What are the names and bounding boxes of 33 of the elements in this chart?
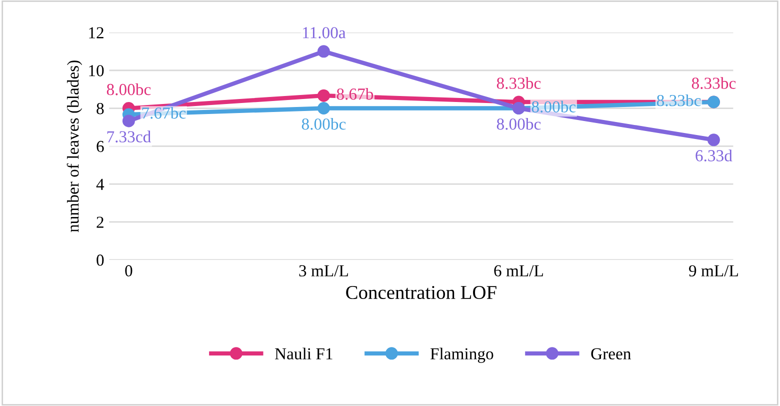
y-tick-label: 6 <box>96 140 104 152</box>
y-tick-label: 4 <box>96 178 104 190</box>
data-label: 8.33bc <box>692 77 736 89</box>
x-tick-label: 6 mL/L <box>494 265 543 276</box>
data-label: 8.00bc <box>496 118 541 130</box>
legend-label: Flamingo <box>430 348 494 363</box>
data-label: 8.33bc <box>656 94 701 106</box>
y-tick-label: 2 <box>96 216 104 228</box>
data-label: 8.00bc <box>106 83 151 96</box>
y-tick-label: 8 <box>96 102 104 114</box>
point <box>122 114 135 128</box>
data-label: 8.00bc <box>532 100 576 113</box>
data-label: 7.33cd <box>107 130 151 142</box>
data-label: 11.00a <box>303 27 346 38</box>
data-label: 8.33bc <box>496 77 541 89</box>
x-tick-label: 0 <box>125 265 132 276</box>
point <box>317 89 330 102</box>
point <box>317 45 330 58</box>
y-tick-label: 0 <box>96 254 104 266</box>
y-tick-label: 12 <box>89 27 104 38</box>
point <box>707 134 720 146</box>
legend-label: Green <box>591 348 631 360</box>
point <box>317 102 330 115</box>
data-label: 7.67bc <box>142 106 186 119</box>
data-label: 8.00bc <box>302 118 346 130</box>
data-label: 6.33d <box>696 150 732 162</box>
legend-label: Nauli F1 <box>274 348 332 360</box>
y-tick-label: 10 <box>89 65 104 76</box>
x-tick-label: 9 mL/L <box>689 265 738 276</box>
data-label: 8.67b <box>336 88 374 100</box>
x-axis-title: Concentration LOF <box>346 286 496 300</box>
y-axis-title: number of leaves (blades) <box>66 60 82 232</box>
x-tick-label: 3 mL/L <box>299 265 348 276</box>
